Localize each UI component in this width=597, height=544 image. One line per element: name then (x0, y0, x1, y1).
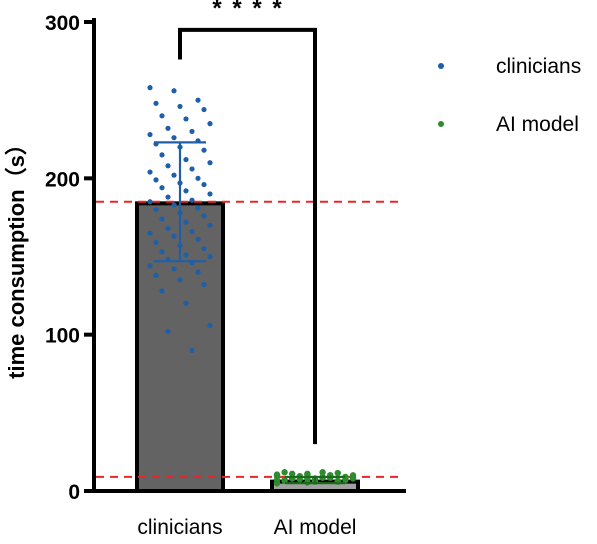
legend: clinicians AI model (438, 55, 581, 136)
point-clinicians (147, 131, 153, 138)
point-clinicians (189, 197, 195, 203)
point-clinicians (201, 246, 207, 252)
point-clinicians (207, 253, 213, 260)
point-clinicians (147, 263, 153, 269)
significance-bracket: * * * * (178, 0, 317, 445)
point-clinicians (159, 185, 165, 191)
point-clinicians (201, 147, 207, 153)
legend-label: clinicians (496, 55, 581, 78)
point-clinicians (171, 135, 177, 141)
point-clinicians (147, 230, 153, 236)
point-clinicians (207, 222, 213, 228)
point-ai-model (273, 476, 281, 484)
point-clinicians (147, 199, 153, 205)
point-clinicians (189, 128, 195, 135)
point-clinicians (201, 282, 207, 288)
point-ai-model (289, 470, 296, 478)
point-clinicians (153, 272, 159, 278)
point-ai-model (281, 476, 288, 484)
point-clinicians (171, 172, 177, 178)
error-bars-layer (154, 141, 345, 485)
point-clinicians (165, 328, 171, 335)
point-clinicians (207, 121, 213, 127)
y-tick-label: 0 (68, 481, 80, 504)
legend-label: AI model (496, 113, 579, 136)
y-tick-label: 300 (45, 12, 80, 35)
y-tick-label: 100 (45, 325, 80, 348)
point-clinicians (177, 103, 183, 110)
point-clinicians (153, 239, 159, 246)
point-ai-model (334, 469, 341, 477)
legend-marker-ai-model (438, 121, 444, 127)
point-clinicians (195, 175, 201, 181)
point-clinicians (165, 163, 171, 169)
point-clinicians (207, 191, 213, 197)
x-tick-label: AI model (274, 516, 357, 539)
axes-layer (92, 18, 406, 493)
point-clinicians (183, 252, 189, 258)
point-clinicians (159, 152, 165, 158)
point-clinicians (165, 125, 171, 131)
point-clinicians (171, 266, 177, 272)
point-clinicians (183, 300, 189, 306)
point-clinicians (171, 202, 177, 208)
point-clinicians (153, 207, 159, 213)
point-ai-model (281, 469, 288, 476)
point-clinicians (189, 228, 195, 235)
point-clinicians (183, 156, 189, 163)
point-ai-model (349, 475, 357, 482)
point-clinicians (195, 97, 201, 103)
y-tick-label: 200 (45, 168, 80, 191)
point-clinicians (159, 288, 165, 294)
point-clinicians (207, 322, 213, 328)
point-clinicians (183, 116, 189, 122)
point-clinicians (171, 233, 177, 239)
point-clinicians (207, 160, 213, 166)
point-clinicians (159, 113, 165, 119)
point-clinicians (183, 188, 189, 194)
y-axis-label: time consumption（s） (4, 133, 29, 379)
point-clinicians (147, 169, 153, 175)
point-clinicians (201, 213, 207, 219)
point-clinicians (189, 166, 195, 172)
point-clinicians (183, 219, 189, 225)
category-labels-layer: clinicians AI model (137, 516, 356, 539)
point-clinicians (201, 181, 207, 188)
point-clinicians (165, 225, 171, 231)
point-clinicians (159, 216, 165, 222)
point-clinicians (153, 100, 159, 106)
point-clinicians (159, 249, 165, 255)
point-clinicians (171, 88, 177, 94)
point-ai-model (342, 473, 349, 481)
point-clinicians (147, 85, 153, 91)
significance-label: * * * * (212, 0, 283, 22)
point-ai-model (319, 469, 326, 476)
bars-layer (135, 201, 360, 493)
point-clinicians (189, 347, 195, 353)
point-clinicians (153, 177, 159, 183)
significance-bracket-line (178, 27, 317, 445)
ticks-layer: 0 100 200 300 (45, 12, 94, 504)
point-clinicians (195, 205, 201, 211)
point-clinicians (201, 106, 207, 113)
point-clinicians (165, 194, 171, 200)
point-clinicians (195, 236, 201, 242)
x-tick-label: clinicians (137, 516, 222, 539)
point-clinicians (195, 269, 201, 275)
legend-marker-clinicians (438, 63, 444, 69)
point-clinicians (177, 277, 183, 283)
